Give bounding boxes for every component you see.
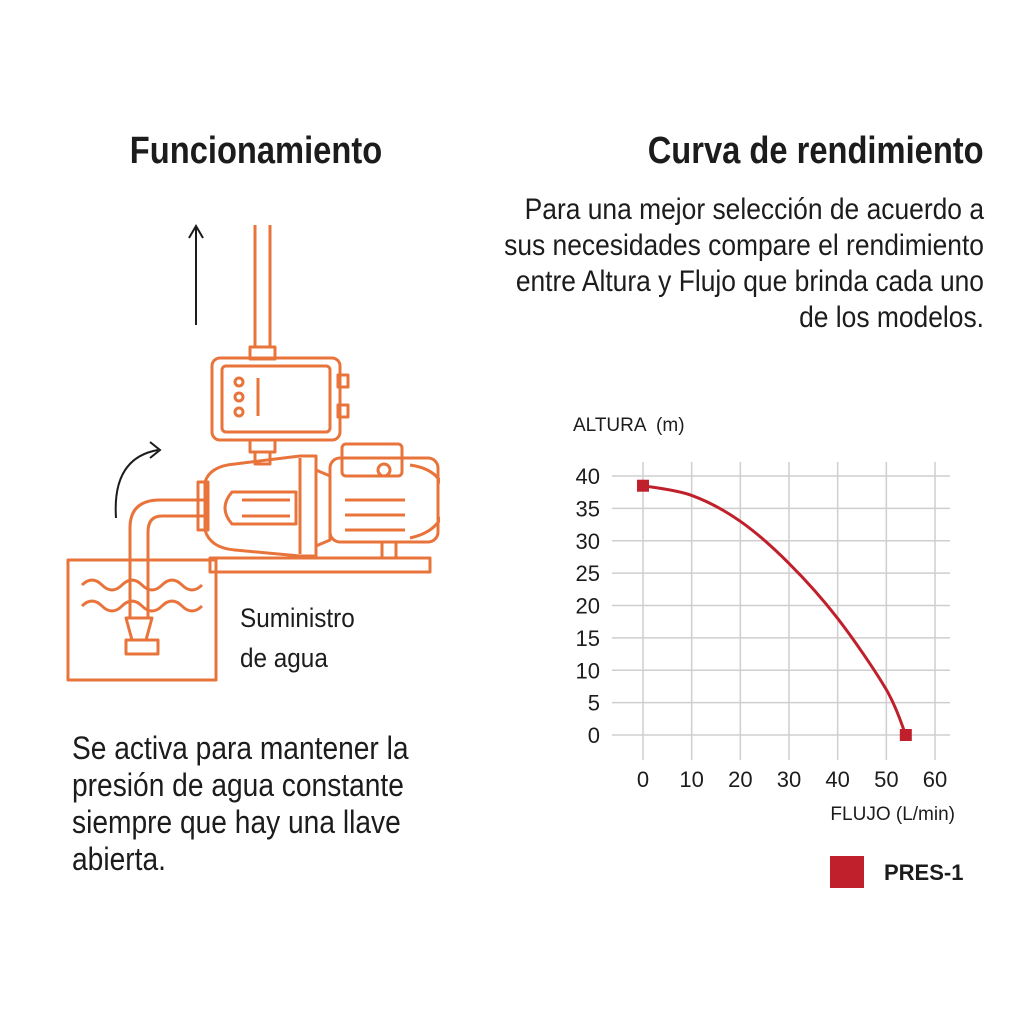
series-endpoint-marker (637, 479, 649, 492)
legend: PRES-1 (830, 856, 963, 888)
supply-label-line2: de agua (240, 643, 328, 673)
y-tick-label: 25 (576, 561, 600, 586)
y-tick-label: 35 (576, 496, 600, 521)
legend-label: PRES-1 (884, 860, 963, 885)
x-tick-label: 20 (728, 767, 752, 792)
y-axis-label: ALTURA (m) (573, 415, 685, 436)
x-tick-label: 30 (777, 767, 801, 792)
y-tick-label: 15 (576, 626, 600, 651)
x-tick-label: 40 (825, 767, 849, 792)
performance-chart: 0 10 20 30 40 50 60 0 5 10 15 20 25 30 35 40 ALTURA (m)… (573, 415, 963, 888)
y-tick-label: 5 (588, 691, 600, 716)
pump-illustration (66, 224, 440, 682)
chart-grid (612, 462, 950, 760)
y-tick-label: 10 (576, 658, 600, 683)
legend-swatch (830, 856, 864, 888)
chart-series (637, 479, 912, 741)
x-axis-label: FLUJO (L/min) (830, 804, 955, 825)
y-tick-label: 20 (576, 594, 600, 619)
x-tick-label: 0 (637, 767, 649, 792)
chart-ticks: 0 10 20 30 40 50 60 0 5 10 15 20 25 30 35 40 (576, 464, 948, 792)
funcionamiento-description: Se activa para mantener la presión de ag… (72, 730, 409, 877)
funcionamiento-title: Funcionamiento (129, 130, 383, 172)
series-line (642, 484, 908, 736)
curva-description: Para una mejor selección de acuerdo a su… (504, 193, 984, 334)
supply-label: Suministro de agua (240, 598, 456, 678)
supply-label-line1: Suministro (240, 603, 355, 633)
y-tick-label: 0 (588, 723, 600, 748)
series-endpoint-marker (899, 729, 912, 741)
x-tick-label: 10 (679, 767, 703, 792)
x-tick-label: 60 (923, 767, 947, 792)
x-tick-label: 50 (874, 767, 898, 792)
y-tick-label: 40 (576, 464, 600, 489)
curva-title: Curva de rendimiento (648, 130, 984, 172)
y-tick-label: 30 (576, 529, 600, 554)
